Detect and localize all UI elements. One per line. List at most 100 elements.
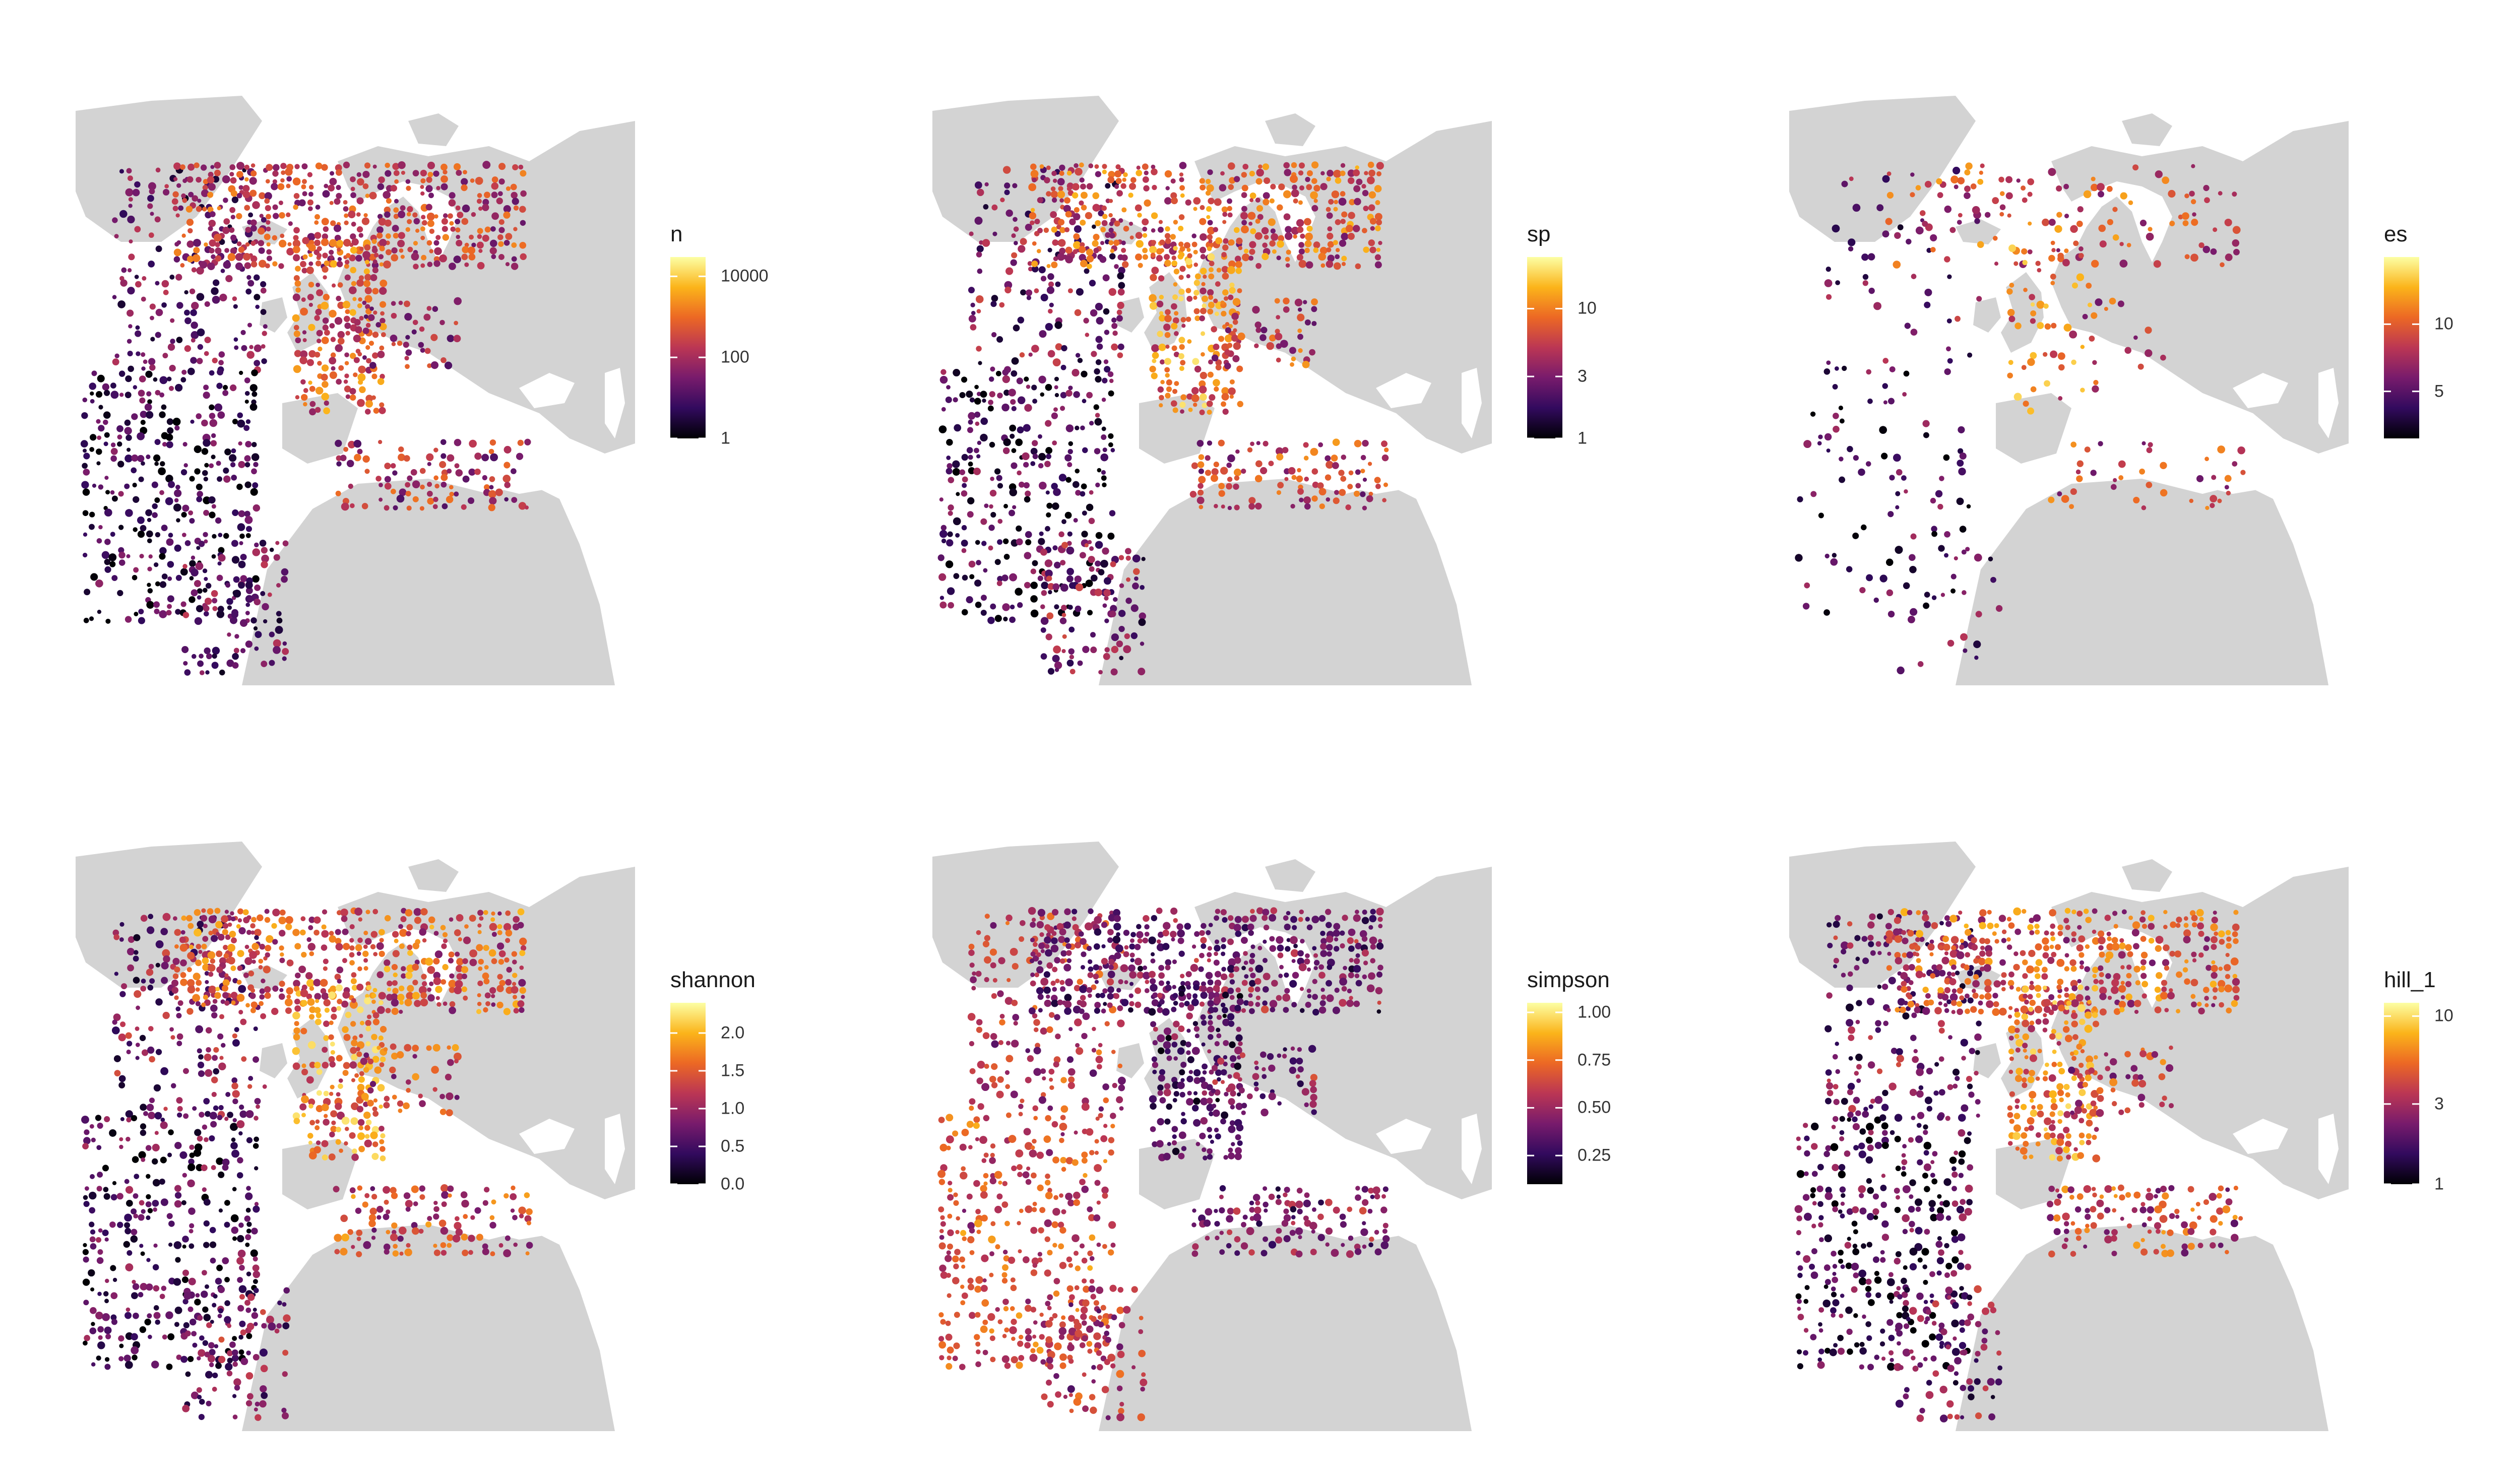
hexbin-cell <box>330 1126 337 1133</box>
hexbin-cell <box>1340 219 1346 224</box>
hexbin-cell <box>432 306 438 312</box>
hexbin-cell <box>2050 240 2055 245</box>
hexbin-cell <box>1095 171 1101 177</box>
hexbin-cell <box>960 1300 966 1306</box>
hexbin-cell <box>344 1126 349 1131</box>
hexbin-cell <box>1045 383 1052 391</box>
hexbin-cell <box>1040 978 1049 986</box>
hexbin-cell <box>2027 249 2033 254</box>
hexbin-cell <box>236 994 245 1002</box>
hexbin-cell <box>89 382 96 390</box>
hexbin-cell <box>354 907 363 916</box>
hexbin-cell <box>117 300 125 308</box>
hexbin-cell <box>241 345 247 351</box>
hexbin-cell <box>1171 255 1176 261</box>
hexbin-cell <box>139 554 144 559</box>
iberia-land <box>1139 1139 1215 1209</box>
hexbin-cell <box>1149 365 1156 373</box>
hexbin-cell <box>262 1084 267 1089</box>
hexbin-cell <box>434 950 443 958</box>
hexbin-cell <box>1974 218 1980 224</box>
hexbin-cell <box>282 656 287 661</box>
hexbin-cell <box>373 408 380 414</box>
hexbin-cell <box>1089 1256 1095 1261</box>
hexbin-cell <box>1101 426 1106 431</box>
hexbin-cell <box>350 1117 358 1125</box>
hexbin-cell <box>127 447 131 452</box>
hexbin-cell <box>419 326 425 332</box>
hexbin-cell <box>124 427 132 435</box>
hexbin-cell <box>1026 384 1031 389</box>
hexbin-cell <box>1025 1328 1032 1335</box>
hexbin-cell <box>242 909 249 916</box>
hexbin-cell <box>302 191 307 197</box>
hexbin-cell <box>1072 192 1079 199</box>
hexbin-cell <box>973 1116 980 1123</box>
hexbin-cell <box>203 1314 211 1321</box>
hexbin-cell <box>1043 227 1049 233</box>
hexbin-cell <box>197 660 204 667</box>
hexbin-cell <box>321 393 329 401</box>
hexbin-cell <box>1227 198 1232 204</box>
hexbin-cell <box>970 976 977 984</box>
hexbin-cell <box>1142 233 1148 238</box>
hexbin-cell <box>146 1104 154 1112</box>
hexbin-cell <box>1203 274 1207 279</box>
hexbin-cell <box>126 168 132 174</box>
hexbin-cell <box>1194 365 1202 373</box>
hexbin-cell <box>162 1011 170 1019</box>
hexbin-cell <box>83 1256 89 1263</box>
hexbin-cell <box>477 993 481 998</box>
hexbin-cell <box>244 377 250 383</box>
hexbin-cell <box>229 384 237 392</box>
hexbin-cell <box>251 942 259 950</box>
hexbin-cell <box>1061 1209 1066 1214</box>
hexbin-cell <box>244 957 253 965</box>
hexbin-cell <box>386 198 392 204</box>
hexbin-cell <box>1100 453 1109 462</box>
hexbin-cell <box>1065 1157 1074 1165</box>
hexbin-cell <box>331 1120 336 1125</box>
hexbin-cell <box>1159 248 1164 253</box>
hexbin-cell <box>305 972 313 980</box>
hexbin-cell <box>354 1073 359 1078</box>
hexbin-cell <box>1206 206 1212 212</box>
hexbin-cell <box>223 944 228 950</box>
hexbin-cell <box>433 931 439 936</box>
hexbin-cell <box>1084 268 1090 274</box>
hexbin-cell <box>1215 281 1221 287</box>
hexbin-cell <box>230 234 237 241</box>
hexbin-cell <box>433 447 438 453</box>
hexbin-cell <box>329 255 334 260</box>
hexbin-cell <box>967 497 975 505</box>
hexbin-cell <box>89 1221 95 1228</box>
hexbin-cell <box>250 170 257 177</box>
hexbin-cell <box>218 1062 226 1070</box>
hexbin-cell <box>352 297 357 301</box>
colorbar-gradient <box>2384 257 2419 438</box>
hexbin-cell <box>349 924 355 930</box>
hexbin-cell <box>1101 397 1106 402</box>
hexbin-cell <box>2076 220 2083 227</box>
hexbin-cell <box>245 1400 253 1406</box>
hexbin-cell <box>449 973 455 979</box>
hexbin-cell <box>1056 224 1061 230</box>
hexbin-cell <box>202 1306 209 1313</box>
hexbin-cell <box>239 1294 245 1300</box>
hexbin-cell <box>2233 248 2240 255</box>
hexbin-cell <box>361 1092 369 1101</box>
hexbin-cell <box>1332 438 1340 446</box>
hexbin-cell <box>222 992 229 999</box>
hexbin-cell <box>231 1227 239 1234</box>
hexbin-cell <box>1199 178 1206 184</box>
hexbin-cell <box>1030 582 1038 589</box>
svalbard-land <box>2122 113 2172 146</box>
hexbin-cell <box>343 206 349 212</box>
hexbin-cell <box>216 461 221 466</box>
hexbin-cell <box>356 226 363 233</box>
hexbin-cell <box>1058 1327 1067 1335</box>
hexbin-cell <box>369 306 374 311</box>
hexbin-cell <box>266 214 271 220</box>
hexbin-cell <box>293 986 300 992</box>
hexbin-cell <box>149 303 156 310</box>
